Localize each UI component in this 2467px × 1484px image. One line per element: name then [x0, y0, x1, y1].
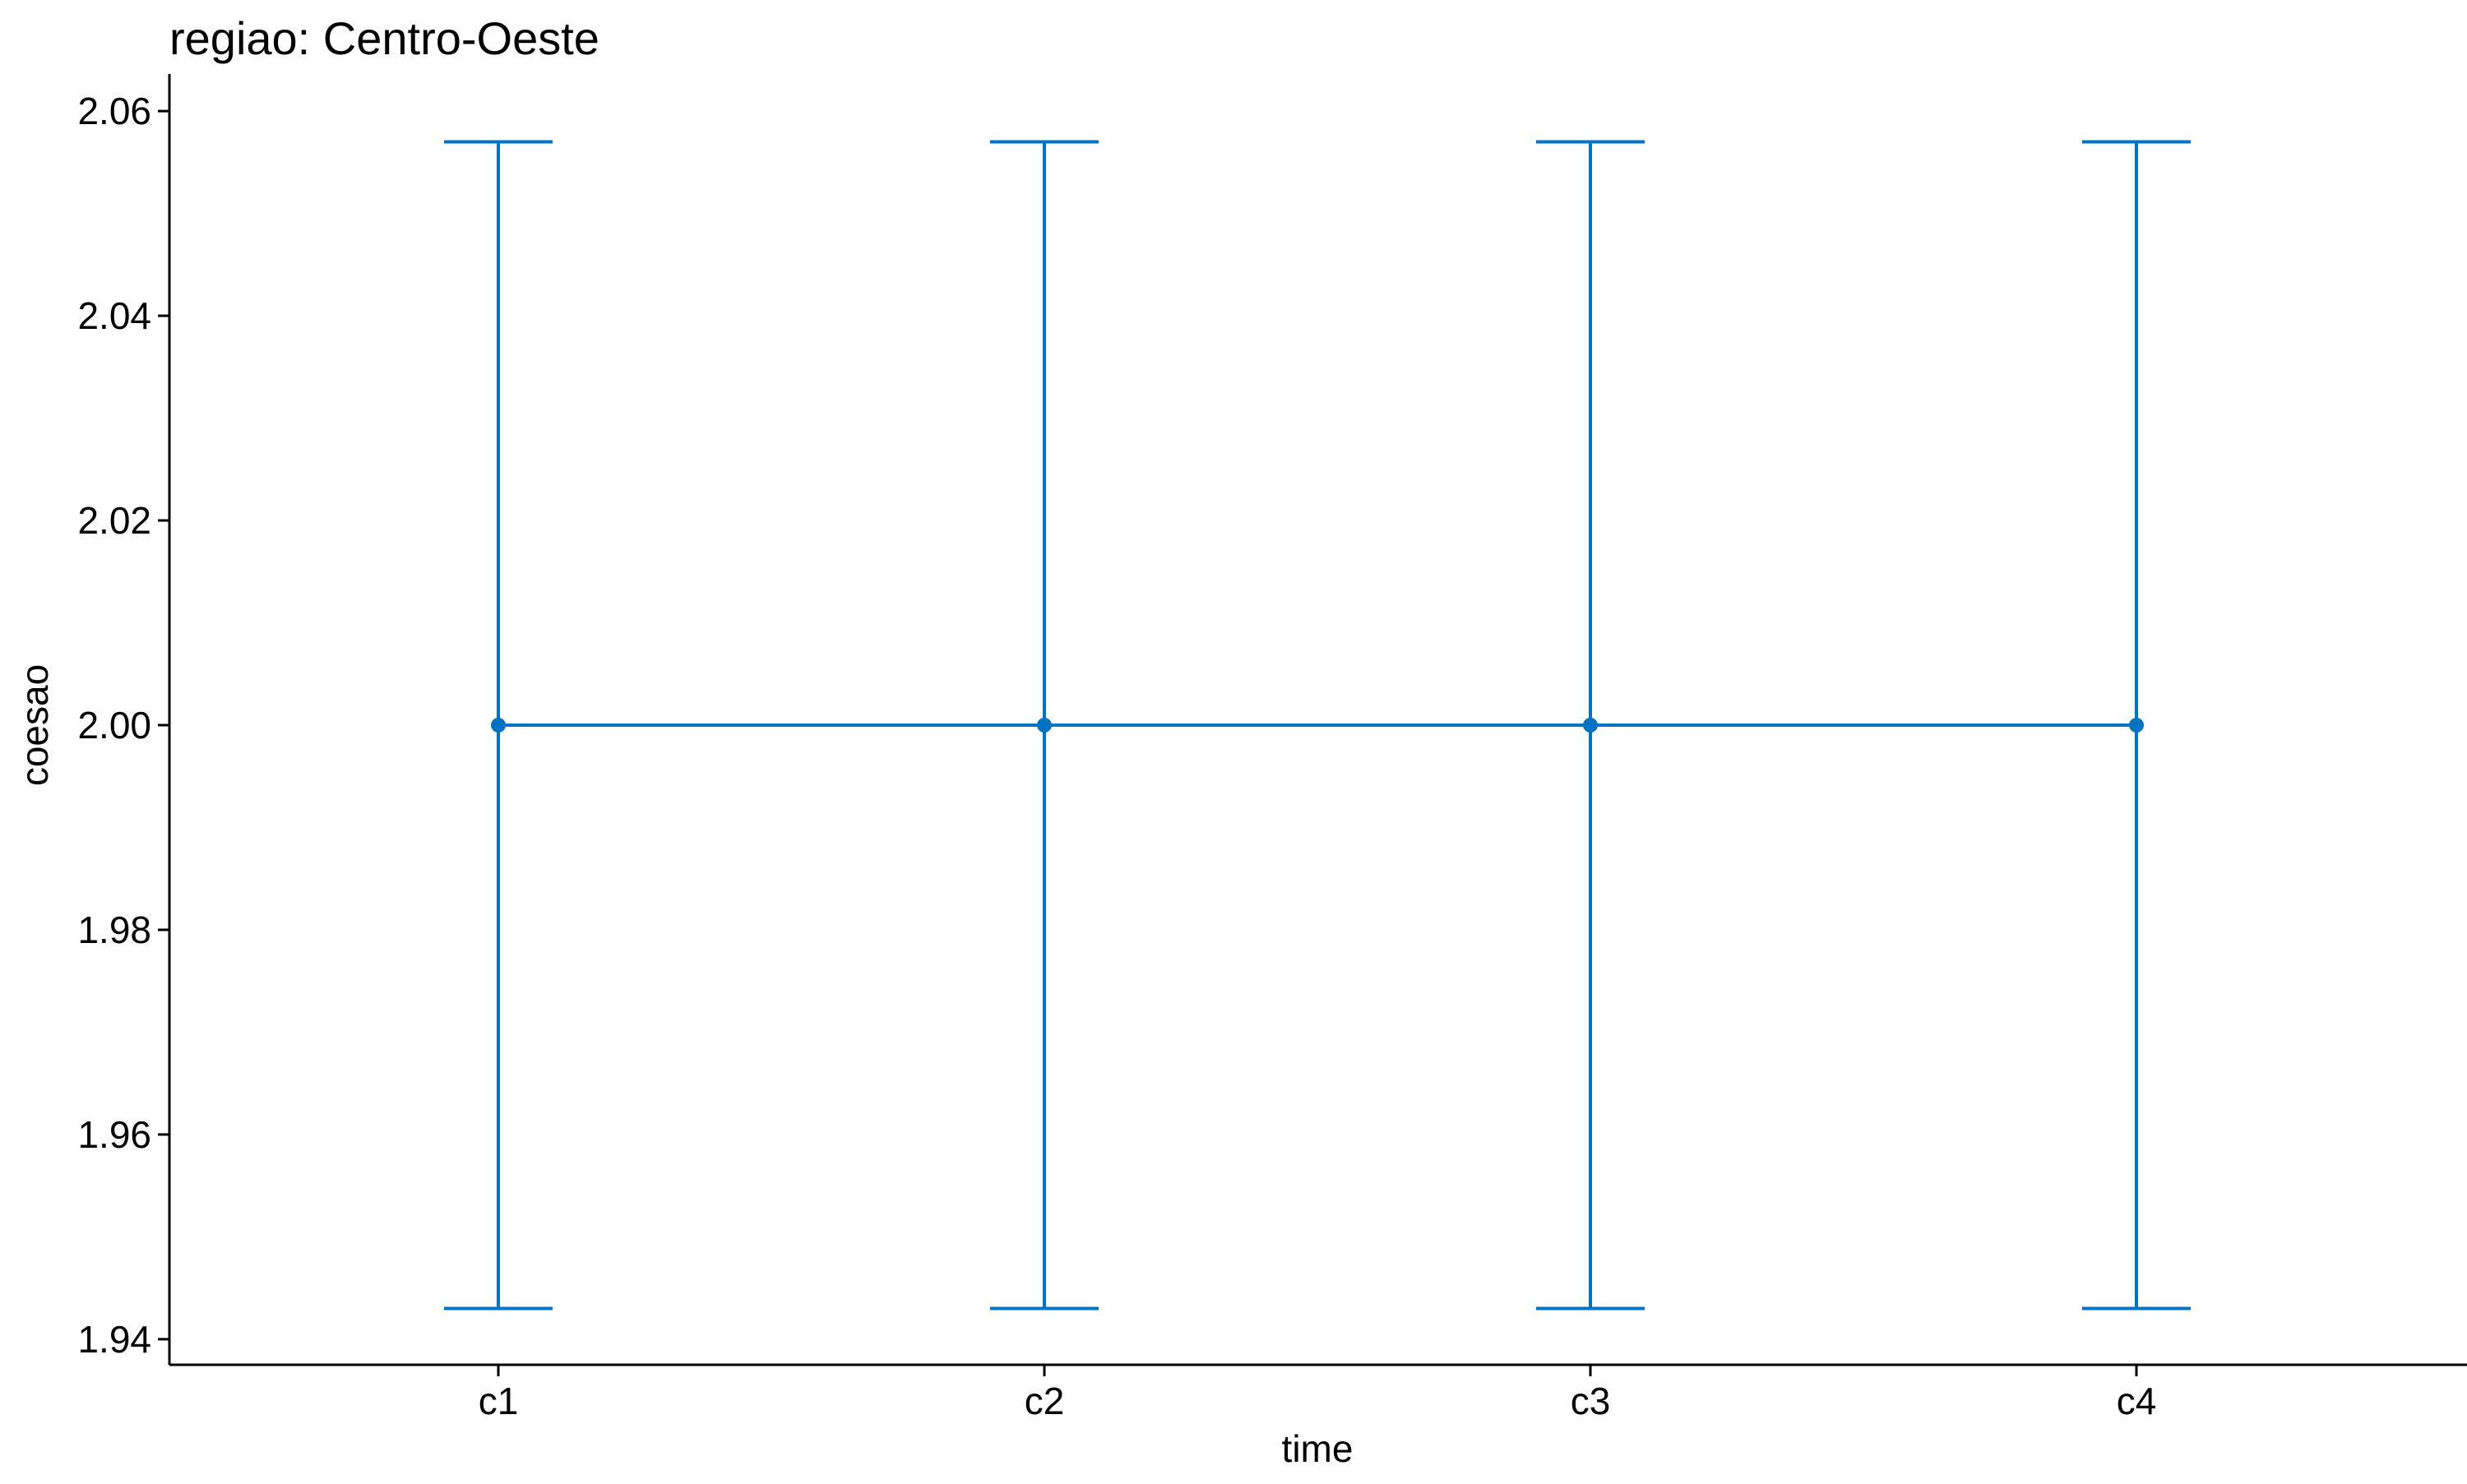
- data-point: [1037, 718, 1052, 733]
- data-point: [2129, 718, 2144, 733]
- x-axis-ticks: c1 c2 c3 c4: [479, 1365, 2157, 1422]
- chart-title: regiao: Centro-Oeste: [169, 12, 599, 64]
- y-tick-label: 2.06: [77, 90, 151, 132]
- x-tick-label: c1: [479, 1380, 519, 1422]
- y-tick-label: 1.96: [77, 1113, 151, 1156]
- x-tick-label: c2: [1025, 1380, 1065, 1422]
- y-tick-label: 2.00: [77, 704, 151, 747]
- y-tick-label: 1.94: [77, 1318, 151, 1361]
- y-tick-label: 1.98: [77, 908, 151, 951]
- y-tick-label: 2.04: [77, 294, 151, 337]
- series-layer: [444, 140, 2191, 1311]
- x-axis-title: time: [1282, 1427, 1354, 1470]
- y-axis-ticks: 1.94 1.96 1.98 2.00 2.02 2.04 2.06: [77, 90, 169, 1361]
- x-tick-label: c4: [2117, 1380, 2157, 1422]
- y-tick-label: 2.02: [77, 499, 151, 542]
- y-axis-title: coesao: [13, 664, 56, 786]
- x-tick-label: c3: [1571, 1380, 1611, 1422]
- axes: [168, 74, 2467, 1366]
- data-point: [491, 718, 506, 733]
- data-point: [1583, 718, 1598, 733]
